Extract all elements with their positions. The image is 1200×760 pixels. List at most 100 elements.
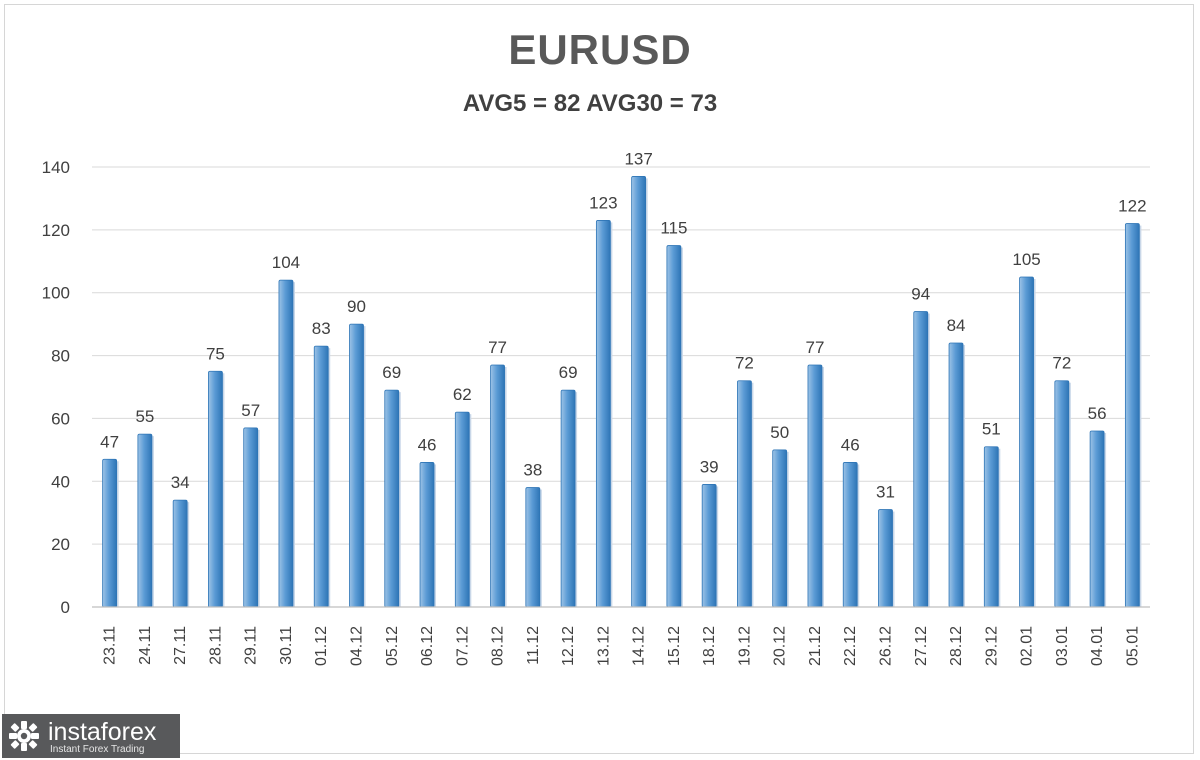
x-tick-label: 29.12 [983, 626, 1000, 666]
x-tick-label: 29.11 [243, 626, 260, 665]
x-tick-label: 21.12 [807, 626, 824, 666]
data-label: 55 [135, 407, 154, 426]
x-tick-label: 22.12 [842, 626, 859, 666]
x-tick-label: 05.01 [1124, 626, 1141, 666]
y-tick-label: 80 [51, 347, 70, 366]
x-tick-label: 19.12 [736, 626, 753, 666]
x-tick-label: 27.12 [913, 626, 930, 666]
x-tick-label: 08.12 [490, 626, 507, 666]
data-label: 38 [523, 461, 542, 480]
x-tick-label: 28.11 [207, 626, 224, 665]
data-label: 46 [841, 435, 860, 454]
data-label: 123 [589, 193, 617, 212]
data-label: 105 [1012, 250, 1040, 269]
chart-title: EURUSD [508, 26, 692, 73]
y-tick-label: 60 [51, 409, 70, 428]
bar [313, 345, 329, 608]
bar [525, 487, 541, 608]
bar [243, 427, 259, 608]
bar [948, 342, 964, 608]
bar [102, 458, 118, 608]
bar [1089, 430, 1105, 608]
data-label: 31 [876, 483, 895, 502]
x-tick-label: 03.01 [1054, 626, 1071, 666]
chart-subtitle: AVG5 = 82 AVG30 = 73 [462, 90, 718, 117]
x-tick-label: 18.12 [701, 626, 718, 666]
data-label: 122 [1118, 197, 1146, 216]
data-label: 69 [382, 363, 401, 382]
bar [666, 245, 682, 608]
bar [1124, 223, 1140, 608]
data-label: 34 [171, 473, 190, 492]
y-tick-label: 120 [42, 221, 70, 240]
instaforex-logo-icon [9, 721, 39, 751]
data-label: 77 [488, 338, 507, 357]
x-tick-label: 13.12 [595, 626, 612, 666]
data-label: 72 [735, 354, 754, 373]
x-tick-label: 14.12 [631, 626, 648, 666]
axes: 0 20 40 60 80 100 120 140 23.11 24.11 27.11 28.11 29… [42, 158, 1150, 666]
data-label: 56 [1088, 404, 1107, 423]
bar [595, 220, 611, 608]
bar [737, 380, 752, 608]
data-label: 104 [272, 253, 300, 272]
x-tick-label: 23.11 [102, 626, 119, 665]
y-tick-label: 20 [51, 535, 70, 554]
data-label: 90 [347, 297, 366, 316]
data-label: 50 [770, 423, 789, 442]
y-tick-label: 40 [51, 472, 70, 491]
bar [1019, 276, 1034, 608]
bar [560, 389, 576, 608]
bar [842, 462, 858, 608]
x-tick-label: 15.12 [666, 626, 683, 666]
bar [1054, 380, 1070, 608]
logo-name: instaforex [48, 718, 157, 746]
bar [349, 323, 364, 608]
data-label: 72 [1052, 354, 1071, 373]
data-label: 69 [559, 363, 578, 382]
y-tick-label: 0 [61, 598, 70, 617]
bars [102, 176, 1142, 608]
data-label: 94 [911, 285, 930, 304]
data-label: 83 [312, 319, 331, 338]
logo-tagline: Instant Forex Trading [50, 744, 145, 755]
x-tick-label: 27.11 [172, 626, 189, 665]
bar [172, 499, 188, 608]
bar [631, 176, 647, 608]
bar [419, 462, 435, 608]
bar [913, 311, 929, 608]
data-label: 77 [806, 338, 825, 357]
bar [807, 364, 823, 608]
data-label: 47 [100, 432, 119, 451]
bar [137, 433, 153, 608]
x-tick-label: 30.11 [278, 626, 295, 665]
data-label: 75 [206, 344, 225, 363]
bar [772, 449, 788, 608]
data-label: 62 [453, 385, 472, 404]
bar [454, 411, 470, 608]
data-labels: 47 55 34 75 57 104 83 90 69 46 62 77 38 69 123 137 115 39… [100, 149, 1146, 501]
x-tick-label: 04.01 [1089, 626, 1106, 666]
instaforex-logo: instaforex Instant Forex Trading [2, 714, 180, 758]
data-label: 51 [982, 420, 1001, 439]
bar [878, 509, 893, 608]
data-label: 115 [660, 219, 687, 238]
x-tick-label: 11.12 [525, 626, 542, 665]
bar [278, 279, 294, 608]
bar [384, 389, 400, 608]
y-tick-label: 100 [42, 284, 70, 303]
data-label: 46 [418, 435, 437, 454]
chart-frame [4, 4, 1194, 754]
x-tick-label: 07.12 [454, 626, 471, 666]
x-tick-label: 04.12 [349, 626, 366, 666]
gridlines [92, 166, 1150, 608]
bar [490, 364, 505, 608]
data-label: 84 [947, 316, 966, 335]
data-label: 57 [241, 401, 260, 420]
bar [701, 484, 717, 608]
bar [208, 370, 223, 608]
x-tick-label: 12.12 [560, 626, 577, 666]
data-label: 39 [700, 457, 719, 476]
x-tick-label: 02.01 [1019, 626, 1036, 666]
